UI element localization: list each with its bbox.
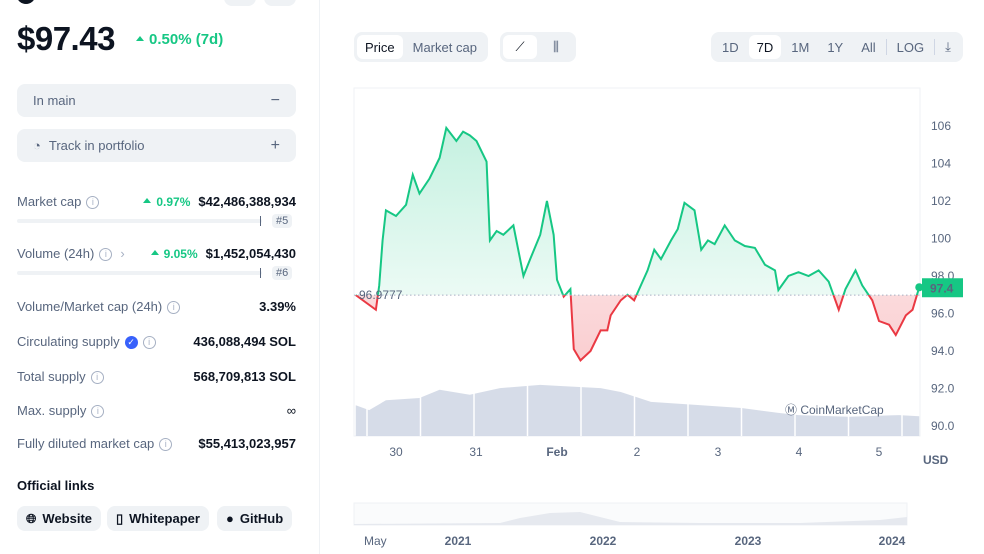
log-toggle[interactable]: LOG xyxy=(896,39,925,55)
github-icon: ● xyxy=(226,511,234,526)
navigator-tick-label: 2022 xyxy=(590,534,617,548)
price-line-up xyxy=(355,125,921,296)
official-links-heading: Official links xyxy=(17,478,95,493)
up-triangle-icon xyxy=(143,198,152,204)
info-icon[interactable]: i xyxy=(142,336,156,350)
info-icon[interactable]: i xyxy=(167,301,181,315)
price-line-down xyxy=(355,295,918,362)
y-tick-label: 102 xyxy=(931,194,951,208)
current-price-badge xyxy=(922,278,963,298)
navigator-tick-label: 2023 xyxy=(735,534,762,548)
navigator-tick-label: 2024 xyxy=(879,534,906,548)
navigator-tick-label: May xyxy=(364,534,387,548)
verified-icon: ✓ xyxy=(124,336,138,350)
x-tick-label: 5 xyxy=(876,445,883,459)
volume-rank: #6 xyxy=(272,266,293,280)
y-tick-label: 94.0 xyxy=(931,344,955,358)
watchlist-button[interactable]: In main − xyxy=(17,84,296,117)
current-price-label: 97.4 xyxy=(930,281,954,295)
chart-style-tabs: ⟋ ⫼ xyxy=(500,32,576,62)
market-cap-rank-bar xyxy=(17,219,262,223)
whitepaper-link[interactable]: ▯ Whitepaper xyxy=(107,506,209,531)
market-cap-rank: #5 xyxy=(272,214,293,228)
candlestick-icon[interactable]: ⫼ xyxy=(553,39,559,54)
tab-price[interactable]: Price xyxy=(357,35,403,59)
up-triangle-icon xyxy=(136,35,144,41)
divider xyxy=(885,39,887,55)
navigator-tick-label: 2021 xyxy=(445,534,472,548)
info-icon[interactable]: i xyxy=(159,438,173,452)
range-all[interactable]: All xyxy=(861,39,876,55)
info-icon[interactable]: i xyxy=(91,405,105,419)
stat-volume: Volume (24h) i › 9.05% $1,452,054,430 xyxy=(17,246,296,262)
chart-type-tabs: Price Market cap xyxy=(354,32,488,62)
star-button[interactable] xyxy=(264,0,296,6)
volume-area xyxy=(355,384,920,436)
coin-price: $97.43 xyxy=(17,20,115,57)
x-tick-label: 3 xyxy=(715,445,722,459)
y-tick-label: 104 xyxy=(931,157,951,171)
x-tick-label: 2 xyxy=(634,445,641,459)
plus-icon: + xyxy=(270,136,280,154)
price-area-up xyxy=(355,127,920,296)
coin-stats-panel: $97.43 0.50% (7d) In main − ◔ Track in po… xyxy=(0,0,320,554)
x-tick-label: 31 xyxy=(469,445,483,459)
x-tick-label: 4 xyxy=(796,445,803,459)
website-link[interactable]: 🌐︎ Website xyxy=(17,506,102,531)
document-icon: ▯ xyxy=(116,510,124,526)
pie-chart-icon: ◔ xyxy=(33,138,41,153)
stat-circulating-supply: Circulating supply ✓ i 436,088,494 SOL xyxy=(17,334,296,350)
share-button[interactable] xyxy=(224,0,256,6)
divider xyxy=(934,39,936,55)
info-icon[interactable]: i xyxy=(90,371,104,385)
price-change: 0.50% (7d) xyxy=(136,31,223,48)
y-tick-label: 100 xyxy=(931,232,951,246)
stat-total-supply: Total supply i 568,709,813 SOL xyxy=(17,369,296,385)
y-tick-label: 90.0 xyxy=(931,419,955,433)
watchlist-label: In main xyxy=(33,93,76,108)
range-1m[interactable]: 1M xyxy=(791,39,810,55)
info-icon[interactable]: i xyxy=(86,196,100,210)
current-price-dot xyxy=(915,283,924,292)
y-tick-label: 92.0 xyxy=(931,382,955,396)
download-icon[interactable]: ⤓ xyxy=(945,39,951,54)
chevron-right-icon[interactable]: › xyxy=(120,246,125,261)
up-triangle-icon xyxy=(150,250,159,256)
minus-icon: − xyxy=(270,91,280,109)
y-tick-label: 106 xyxy=(931,119,951,133)
info-icon[interactable]: i xyxy=(99,248,113,262)
tab-market-cap[interactable]: Market cap xyxy=(412,39,477,55)
currency-label: USD xyxy=(923,453,949,467)
stat-max-supply: Max. supply i ∞ xyxy=(17,403,296,419)
range-7d[interactable]: 7D xyxy=(748,35,782,59)
chart-panel: Price Market cap ⟋ ⫼ 1D 7D 1M 1Y All LOG… xyxy=(320,0,984,554)
range-tabs: 1D 7D 1M 1Y All LOG ⤓ xyxy=(711,32,963,62)
range-1y[interactable]: 1Y xyxy=(827,39,844,55)
stat-fdmc: Fully diluted market cap i $55,413,023,95… xyxy=(17,436,296,452)
price-chart[interactable]: Ⓜ CoinMarketCap96.977790.092.094.096.098… xyxy=(320,0,984,554)
portfolio-label: Track in portfolio xyxy=(48,138,145,153)
watermark: Ⓜ CoinMarketCap xyxy=(785,403,884,417)
y-tick-label: 96.0 xyxy=(931,307,955,321)
stat-market-cap: Market cap i 0.97% $42,486,388,934 xyxy=(17,194,296,210)
globe-icon: 🌐︎ xyxy=(26,510,37,526)
stat-vol-mcap: Volume/Market cap (24h) i 3.39% xyxy=(17,299,296,315)
volume-rank-bar xyxy=(17,271,262,275)
track-portfolio-button[interactable]: ◔ Track in portfolio + xyxy=(17,129,296,162)
navigator xyxy=(353,502,908,526)
rank-marker xyxy=(260,268,261,278)
rank-marker xyxy=(260,216,261,226)
coin-logo xyxy=(17,0,35,4)
x-tick-label: Feb xyxy=(546,445,567,459)
navigator-area xyxy=(354,512,907,525)
range-1d[interactable]: 1D xyxy=(722,39,739,55)
baseline-label: 96.9777 xyxy=(359,288,403,302)
x-tick-label: 30 xyxy=(389,445,403,459)
line-chart-icon[interactable]: ⟋ xyxy=(503,35,537,59)
github-link[interactable]: ● GitHub xyxy=(217,506,293,531)
